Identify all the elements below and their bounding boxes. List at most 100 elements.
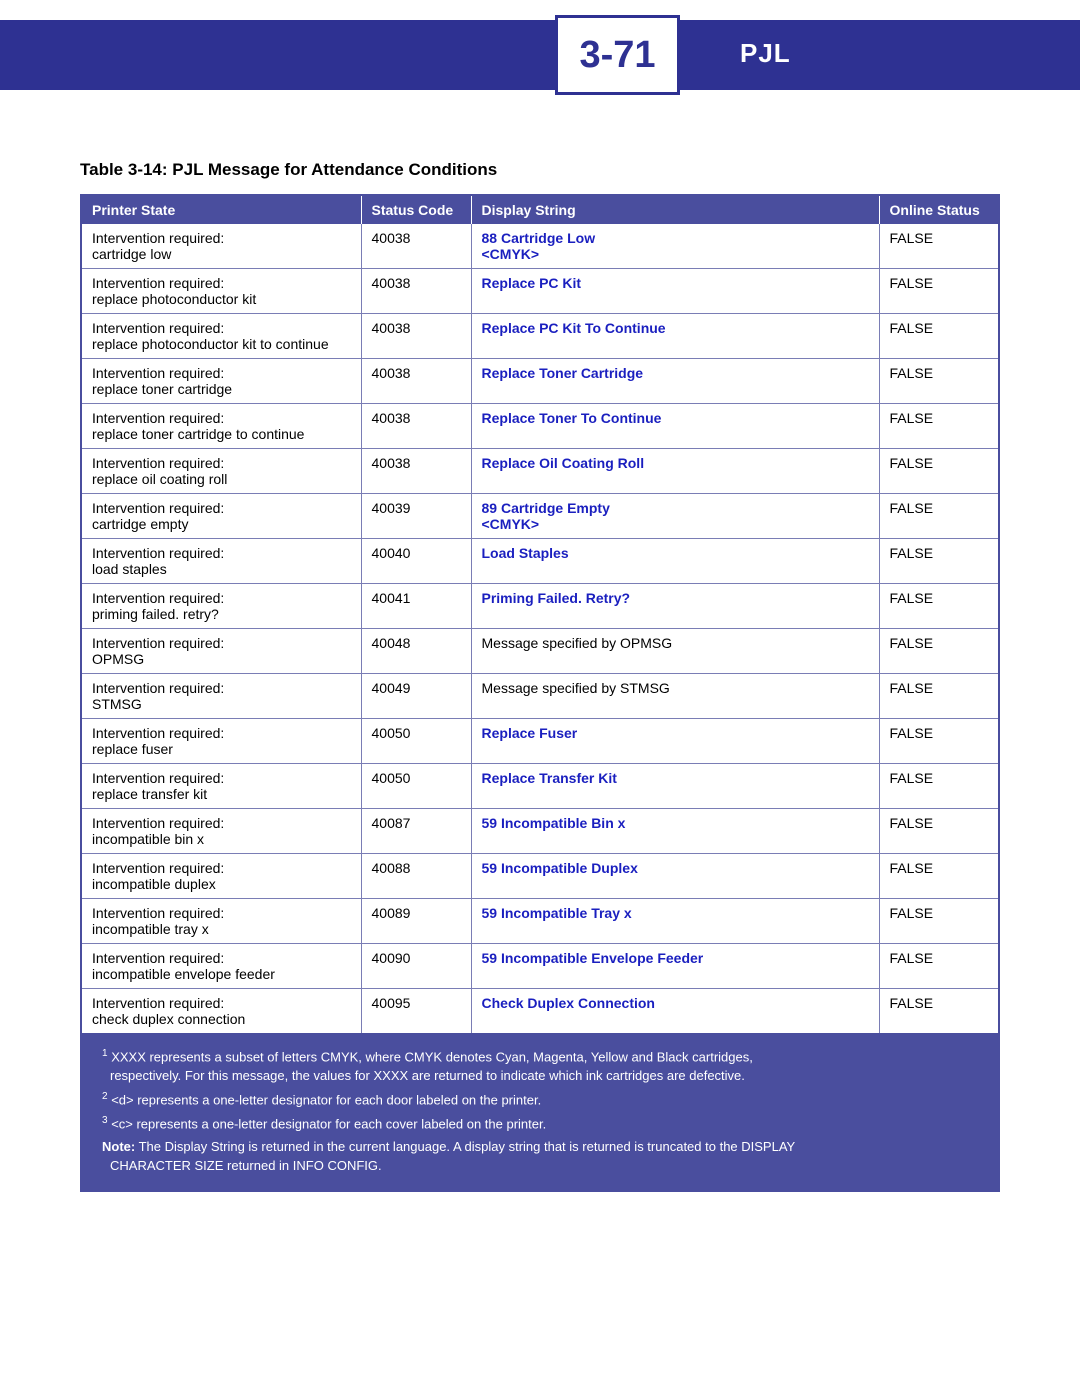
cell-printer-state: Intervention required:load staples (81, 539, 361, 584)
cell-online-status: FALSE (879, 224, 999, 269)
printer-state-line1: Intervention required: (92, 815, 351, 831)
printer-state-line2: replace toner cartridge to continue (92, 426, 351, 442)
cell-online-status: FALSE (879, 404, 999, 449)
cell-status-code: 40038 (361, 269, 471, 314)
printer-state-line2: cartridge low (92, 246, 351, 262)
printer-state-line2: replace fuser (92, 741, 351, 757)
cell-display-string: Load Staples (471, 539, 879, 584)
note-line2: CHARACTER SIZE returned in INFO CONFIG. (110, 1158, 382, 1173)
cell-printer-state: Intervention required:incompatible bin x (81, 809, 361, 854)
table-row: Intervention required:incompatible duple… (81, 854, 999, 899)
printer-state-line1: Intervention required: (92, 230, 351, 246)
col-header-online-status: Online Status (879, 195, 999, 224)
cell-printer-state: Intervention required:STMSG (81, 674, 361, 719)
cell-display-string: 59 Incompatible Envelope Feeder (471, 944, 879, 989)
cell-display-string: 89 Cartridge Empty<CMYK> (471, 494, 879, 539)
cell-display-string: Replace Toner Cartridge (471, 359, 879, 404)
display-string-line1: Replace PC Kit To Continue (482, 320, 869, 336)
display-string-line1: 59 Incompatible Duplex (482, 860, 869, 876)
printer-state-line2: replace transfer kit (92, 786, 351, 802)
footnote-sup-1: 1 (102, 1048, 108, 1059)
cell-printer-state: Intervention required:OPMSG (81, 629, 361, 674)
cell-status-code: 40038 (361, 449, 471, 494)
display-string-line2: <CMYK> (482, 246, 869, 262)
cell-printer-state: Intervention required:cartridge empty (81, 494, 361, 539)
cell-status-code: 40039 (361, 494, 471, 539)
cell-printer-state: Intervention required:incompatible envel… (81, 944, 361, 989)
cell-online-status: FALSE (879, 449, 999, 494)
cell-display-string: Replace Toner To Continue (471, 404, 879, 449)
printer-state-line2: check duplex connection (92, 1011, 351, 1027)
display-string-line1: Replace Transfer Kit (482, 770, 869, 786)
cell-printer-state: Intervention required:replace photocondu… (81, 314, 361, 359)
note-label: Note: (102, 1139, 135, 1154)
col-header-display-string: Display String (471, 195, 879, 224)
display-string-line1: Replace PC Kit (482, 275, 869, 291)
display-string-line1: Message specified by OPMSG (482, 635, 869, 651)
cell-status-code: 40038 (361, 314, 471, 359)
footnote-sup-2: 2 (102, 1091, 108, 1102)
printer-state-line1: Intervention required: (92, 725, 351, 741)
col-header-status-code: Status Code (361, 195, 471, 224)
printer-state-line2: STMSG (92, 696, 351, 712)
table-row: Intervention required:replace photocondu… (81, 269, 999, 314)
cell-display-string: 59 Incompatible Duplex (471, 854, 879, 899)
cell-status-code: 40088 (361, 854, 471, 899)
col-header-printer-state: Printer State (81, 195, 361, 224)
cell-printer-state: Intervention required:priming failed. re… (81, 584, 361, 629)
cell-online-status: FALSE (879, 989, 999, 1035)
printer-state-line1: Intervention required: (92, 950, 351, 966)
cell-status-code: 40048 (361, 629, 471, 674)
page-header: 3-71 PJL (0, 20, 1080, 90)
cell-status-code: 40090 (361, 944, 471, 989)
cell-status-code: 40038 (361, 224, 471, 269)
cell-printer-state: Intervention required:replace oil coatin… (81, 449, 361, 494)
cell-printer-state: Intervention required:replace photocondu… (81, 269, 361, 314)
cell-printer-state: Intervention required:incompatible tray … (81, 899, 361, 944)
cell-display-string: Replace Fuser (471, 719, 879, 764)
cell-printer-state: Intervention required:replace fuser (81, 719, 361, 764)
table-body: Intervention required:cartridge low40038… (81, 224, 999, 1034)
cell-display-string: Priming Failed. Retry? (471, 584, 879, 629)
printer-state-line1: Intervention required: (92, 680, 351, 696)
section-label: PJL (740, 38, 791, 69)
printer-state-line1: Intervention required: (92, 410, 351, 426)
display-string-line1: Replace Oil Coating Roll (482, 455, 869, 471)
display-string-line1: 59 Incompatible Envelope Feeder (482, 950, 869, 966)
footnote-sup-3: 3 (102, 1115, 108, 1126)
printer-state-line1: Intervention required: (92, 320, 351, 336)
cell-display-string: 59 Incompatible Tray x (471, 899, 879, 944)
printer-state-line1: Intervention required: (92, 590, 351, 606)
display-string-line1: 88 Cartridge Low (482, 230, 869, 246)
display-string-line2: <CMYK> (482, 516, 869, 532)
printer-state-line2: incompatible duplex (92, 876, 351, 892)
cell-status-code: 40038 (361, 404, 471, 449)
cell-online-status: FALSE (879, 719, 999, 764)
display-string-line1: Replace Toner To Continue (482, 410, 869, 426)
printer-state-line2: replace oil coating roll (92, 471, 351, 487)
printer-state-line1: Intervention required: (92, 275, 351, 291)
cell-display-string: Replace PC Kit (471, 269, 879, 314)
printer-state-line2: incompatible envelope feeder (92, 966, 351, 982)
display-string-line1: Replace Fuser (482, 725, 869, 741)
cell-online-status: FALSE (879, 764, 999, 809)
footnote-3-text: <c> represents a one-letter designator f… (111, 1117, 546, 1132)
display-string-line1: Replace Toner Cartridge (482, 365, 869, 381)
display-string-line1: 89 Cartridge Empty (482, 500, 869, 516)
printer-state-line1: Intervention required: (92, 500, 351, 516)
table-row: Intervention required:replace oil coatin… (81, 449, 999, 494)
pjl-message-table: Printer State Status Code Display String… (80, 194, 1000, 1035)
footnote-1-line2: respectively. For this message, the valu… (110, 1068, 745, 1083)
display-string-line1: 59 Incompatible Tray x (482, 905, 869, 921)
cell-status-code: 40050 (361, 764, 471, 809)
cell-online-status: FALSE (879, 809, 999, 854)
footnote-1-line1: XXXX represents a subset of letters CMYK… (111, 1049, 753, 1064)
cell-status-code: 40040 (361, 539, 471, 584)
table-title: Table 3-14: PJL Message for Attendance C… (80, 160, 1000, 180)
cell-status-code: 40087 (361, 809, 471, 854)
cell-status-code: 40038 (361, 359, 471, 404)
printer-state-line2: load staples (92, 561, 351, 577)
footnote-3: 3 <c> represents a one-letter designator… (94, 1114, 986, 1134)
display-string-line1: 59 Incompatible Bin x (482, 815, 869, 831)
cell-online-status: FALSE (879, 539, 999, 584)
